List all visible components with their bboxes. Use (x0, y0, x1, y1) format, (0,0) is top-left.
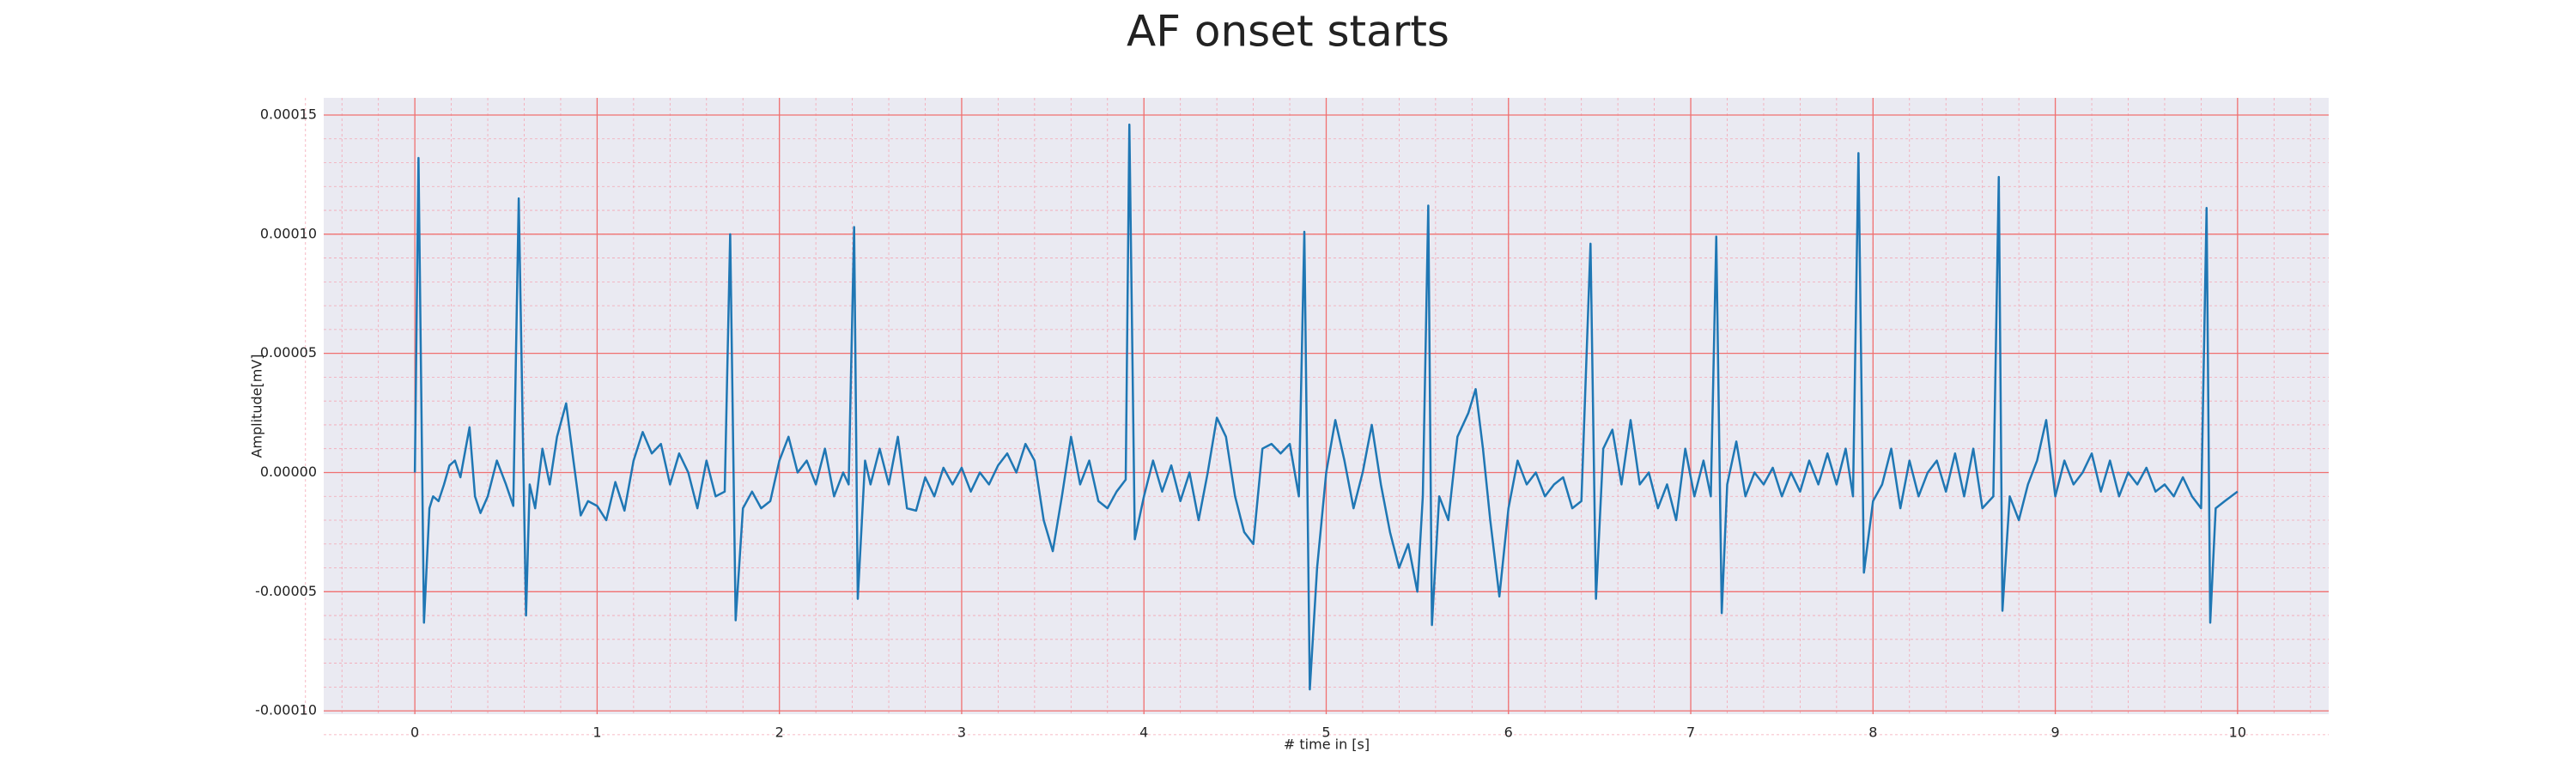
x-tick-label: 0 (410, 724, 419, 741)
x-tick-label: 2 (775, 724, 784, 741)
y-tick-label: -0.00010 (255, 702, 317, 718)
x-tick-label: 1 (592, 724, 601, 741)
y-tick-label: 0.00015 (260, 106, 317, 122)
x-tick-label: 3 (957, 724, 966, 741)
signal-line (413, 123, 2239, 691)
x-axis-label: # time in [s] (1284, 737, 1370, 753)
x-tick-label: 5 (1321, 724, 1330, 741)
x-tick-label: 6 (1504, 724, 1513, 741)
x-tick-label: 4 (1139, 724, 1148, 741)
x-tick-label: 9 (2050, 724, 2059, 741)
y-tick-label: 0.00000 (260, 464, 317, 480)
y-axis-label: Amplitude[mV] (249, 354, 265, 458)
y-tick-label: 0.00010 (260, 225, 317, 241)
x-tick-label: 10 (2229, 724, 2246, 741)
x-tick-label: 7 (1686, 724, 1695, 741)
y-tick-label: -0.00005 (255, 583, 317, 599)
x-tick-label: 8 (1868, 724, 1877, 741)
chart-title: AF onset starts (1127, 7, 1449, 57)
y-tick-label: 0.00005 (260, 344, 317, 361)
